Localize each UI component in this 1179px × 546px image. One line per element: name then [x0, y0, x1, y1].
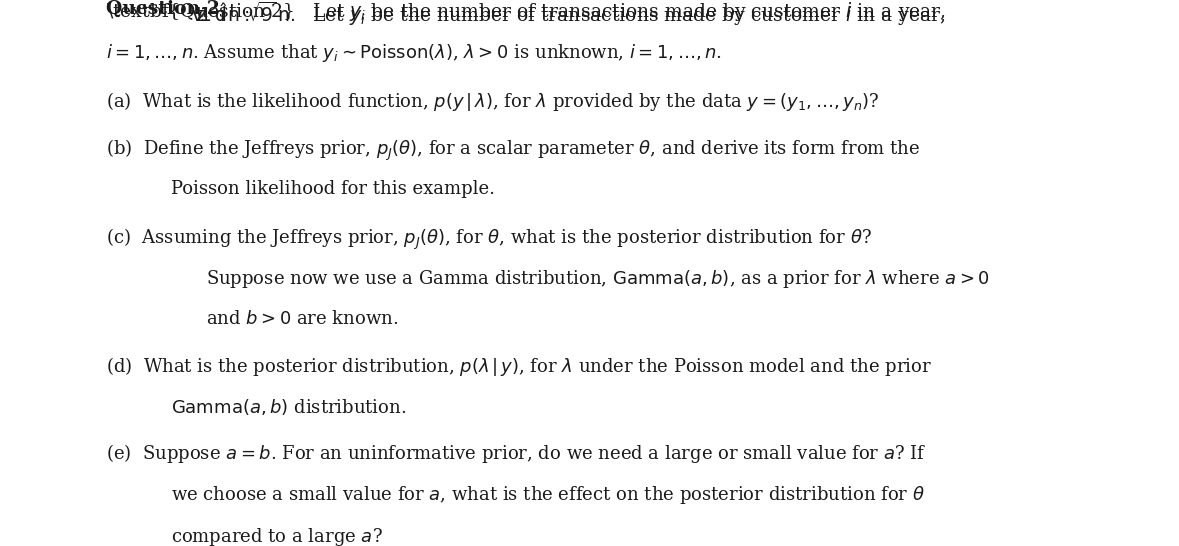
Text: compared to a large $a$?: compared to a large $a$?: [171, 526, 383, 546]
Text: (e)  Suppose $a = b$. For an uninformative prior, do we need a large or small va: (e) Suppose $a = b$. For an uninformativ…: [106, 442, 927, 465]
Text: $\mathrm{v\!\!z\!\!1\,d\!\!\!\!\;\hat{\imath}\,n:\!\!\sqrt{9}\,n.\!\!\!\:}$   Le: $\mathrm{v\!\!z\!\!1\,d\!\!\!\!\;\hat{\i…: [191, 0, 946, 28]
Text: Question 2: Question 2: [106, 0, 219, 18]
Text: Poisson likelihood for this example.: Poisson likelihood for this example.: [171, 180, 495, 198]
Text: we choose a small value for $a$, what is the effect on the posterior distributio: we choose a small value for $a$, what is…: [171, 484, 924, 506]
Text: (b)  Define the Jeffreys prior, $p_J(\theta)$, for a scalar parameter $\theta$, : (b) Define the Jeffreys prior, $p_J(\the…: [106, 138, 921, 163]
Text: and $b > 0$ are known.: and $b > 0$ are known.: [206, 310, 399, 328]
Text: (c)  Assuming the Jeffreys prior, $p_J(\theta)$, for $\theta$, what is the poste: (c) Assuming the Jeffreys prior, $p_J(\t…: [106, 227, 872, 252]
Text: $\mathrm{Gamma}(a,b)$ distribution.: $\mathrm{Gamma}(a,b)$ distribution.: [171, 397, 407, 417]
Text: $i = 1,\ldots,n$. Assume that $y_i \sim \mathrm{Poisson}(\lambda)$, $\lambda > 0: $i = 1,\ldots,n$. Assume that $y_i \sim …: [106, 42, 722, 64]
Text: (a)  What is the likelihood function, $p(y\,|\,\lambda)$, for $\lambda$ provided: (a) What is the likelihood function, $p(…: [106, 90, 880, 113]
Text: (d)  What is the posterior distribution, $p(\lambda\,|\,y)$, for $\lambda$ under: (d) What is the posterior distribution, …: [106, 355, 933, 378]
Text: Suppose now we use a Gamma distribution, $\mathrm{Gamma}(a,b)$, as a prior for $: Suppose now we use a Gamma distribution,…: [206, 268, 990, 289]
Text: \textbf{Question 2}   Let $y_i$ be the number of transactions made by customer $: \textbf{Question 2} Let $y_i$ be the num…: [106, 0, 947, 23]
